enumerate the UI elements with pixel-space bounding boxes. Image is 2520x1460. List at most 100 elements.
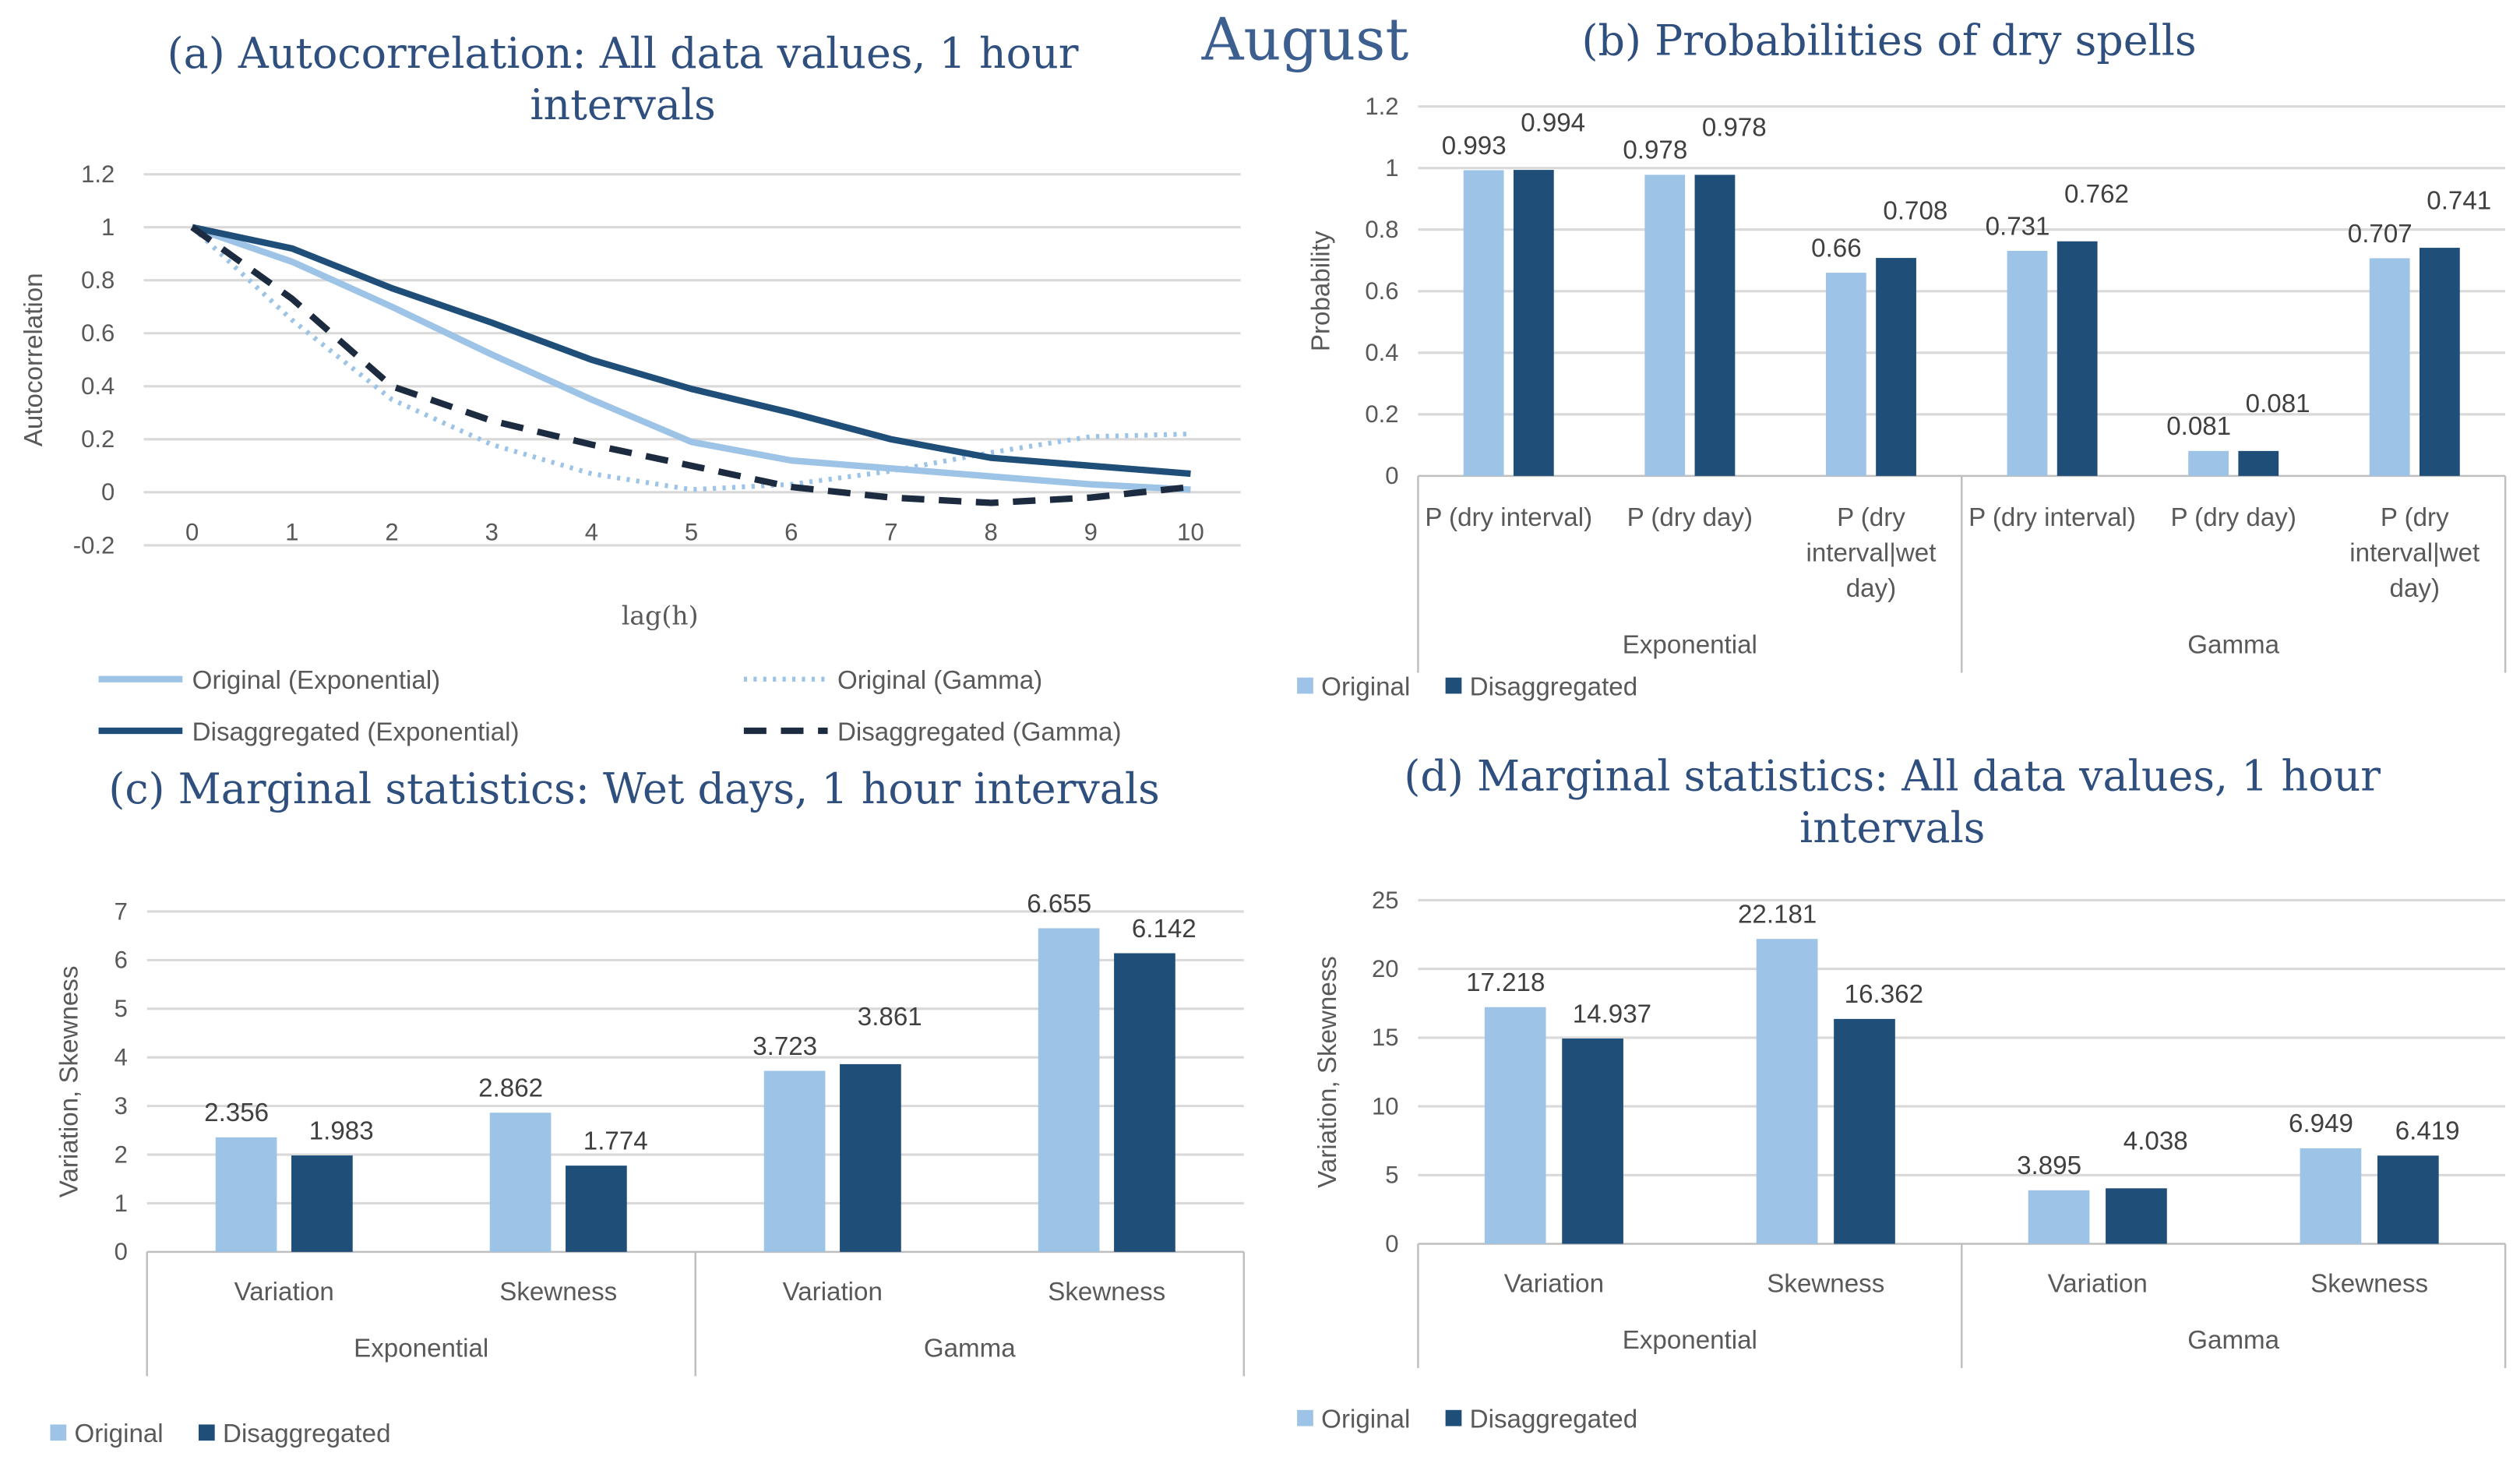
legend-label: Disaggregated xyxy=(1470,1405,1637,1434)
legend-label: Original (Gamma) xyxy=(837,666,1042,695)
data-label: 0.993 xyxy=(1442,132,1507,160)
bar-original xyxy=(1756,939,1818,1244)
bar-original xyxy=(2300,1148,2362,1244)
y-tick-label: 0 xyxy=(1385,462,1398,489)
category-label: day) xyxy=(2390,574,2440,603)
bar-disaggregated xyxy=(1834,1018,1895,1244)
y-tick-label: 4 xyxy=(115,1044,128,1071)
bar-disaggregated xyxy=(1114,953,1175,1252)
category-label: P (dry interval) xyxy=(1425,503,1592,532)
y-tick-label: 1 xyxy=(101,213,115,241)
legend-label: Disaggregated (Gamma) xyxy=(837,718,1122,746)
bar-original xyxy=(1463,170,1504,476)
group-label: Exponential xyxy=(1623,1326,1757,1355)
bar-disaggregated xyxy=(1694,175,1736,476)
group-label: Gamma xyxy=(2187,631,2279,660)
category-label: Variation xyxy=(783,1278,883,1307)
bar-original xyxy=(1644,175,1686,476)
y-tick-label: 3 xyxy=(115,1092,128,1120)
category-label: Variation xyxy=(1504,1270,1604,1299)
data-label: 2.862 xyxy=(478,1074,543,1103)
category-label: interval|wet xyxy=(2349,539,2479,568)
bar-disaggregated xyxy=(1513,170,1554,476)
category-label: Skewness xyxy=(1767,1270,1884,1299)
category-label: P (dry interval) xyxy=(1968,503,2136,532)
y-axis-label: Probability xyxy=(1307,231,1336,351)
data-label: 1.983 xyxy=(309,1116,374,1145)
x-tick-label: 6 xyxy=(784,519,798,546)
y-tick-label: 5 xyxy=(1385,1162,1398,1189)
legend-label: Original xyxy=(1321,672,1410,701)
data-label: 0.66 xyxy=(1811,234,1861,263)
legend-label: Original xyxy=(1321,1405,1410,1434)
series-line-solid-dark xyxy=(191,224,1191,478)
category-label: Variation xyxy=(2048,1270,2148,1299)
y-axis-label: Variation, Skewness xyxy=(1313,956,1342,1188)
bar-disaggregated xyxy=(2420,248,2460,476)
legend-swatch xyxy=(1297,677,1313,694)
chart-title: (a) Autocorrelation: All data values, 1 … xyxy=(167,29,1079,78)
category-label: Skewness xyxy=(1048,1278,1165,1307)
legend-swatch xyxy=(1445,1409,1462,1426)
x-tick-label: 2 xyxy=(385,519,398,546)
bar-original xyxy=(2028,1190,2090,1244)
legend-label: Original (Exponential) xyxy=(192,666,441,695)
data-label: 6.419 xyxy=(2395,1117,2460,1146)
y-tick-label: 0.4 xyxy=(1365,339,1398,366)
data-label: 14.937 xyxy=(1573,1000,1651,1028)
bar-original xyxy=(2188,450,2229,476)
panel-c-wet-days: (c) Marginal statistics: Wet days, 1 hou… xyxy=(50,764,1246,1448)
bar-original xyxy=(489,1113,552,1252)
y-tick-label: 15 xyxy=(1372,1024,1399,1051)
chart-title: intervals xyxy=(530,80,715,129)
y-tick-label: 0 xyxy=(101,478,115,506)
chart-title: (d) Marginal statistics: All data values… xyxy=(1404,752,2381,801)
series-line-solid-light xyxy=(191,224,1191,493)
y-axis-label: Variation, Skewness xyxy=(55,966,84,1198)
y-tick-label: 2 xyxy=(115,1141,128,1168)
x-tick-label: 10 xyxy=(1177,519,1204,546)
bar-disaggregated xyxy=(2238,450,2279,476)
data-label: 0.762 xyxy=(2064,180,2129,209)
bar-original xyxy=(1484,1007,1546,1244)
data-label: 3.861 xyxy=(858,1003,922,1032)
bar-original xyxy=(215,1137,277,1252)
y-tick-label: 0.6 xyxy=(81,319,115,347)
data-label: 0.081 xyxy=(2166,412,2231,441)
y-tick-label: 0.2 xyxy=(1365,400,1398,428)
data-label: 16.362 xyxy=(1845,980,1923,1009)
data-label: 3.723 xyxy=(752,1032,817,1061)
y-tick-label: 7 xyxy=(115,898,128,925)
y-tick-label: 0.4 xyxy=(81,372,115,400)
data-label: 0.707 xyxy=(2348,220,2413,249)
group-label: Exponential xyxy=(1623,631,1757,660)
data-label: 4.038 xyxy=(2123,1127,2188,1156)
data-label: 0.081 xyxy=(2246,390,2310,418)
data-label: 0.731 xyxy=(1986,212,2050,241)
data-label: 17.218 xyxy=(1466,968,1545,997)
y-tick-label: 1 xyxy=(1385,154,1398,182)
chart-title: (c) Marginal statistics: Wet days, 1 hou… xyxy=(108,764,1159,813)
bar-disaggregated xyxy=(2106,1188,2167,1244)
y-axis-label: Autocorrelation xyxy=(19,273,48,446)
category-label: P (dry xyxy=(1837,503,1905,532)
group-label: Gamma xyxy=(924,1334,1016,1363)
data-label: 3.895 xyxy=(2017,1151,2081,1180)
data-label: 6.655 xyxy=(1027,890,1091,919)
legend-swatch xyxy=(1297,1409,1313,1426)
chart-title: intervals xyxy=(1799,803,1985,852)
bar-original xyxy=(763,1070,826,1252)
x-tick-label: 9 xyxy=(1084,519,1098,546)
x-tick-label: 1 xyxy=(285,519,298,546)
group-label: Gamma xyxy=(2187,1326,2279,1355)
x-tick-label: 7 xyxy=(884,519,897,546)
group-label: Exponential xyxy=(354,1334,488,1363)
y-tick-label: 25 xyxy=(1372,887,1399,914)
y-tick-label: 0.2 xyxy=(81,425,115,453)
data-label: 6.949 xyxy=(2289,1109,2353,1138)
data-label: 22.181 xyxy=(1738,900,1817,929)
y-tick-label: 1.2 xyxy=(81,160,115,188)
y-tick-label: 6 xyxy=(115,947,128,974)
bar-disaggregated xyxy=(1876,258,1916,476)
